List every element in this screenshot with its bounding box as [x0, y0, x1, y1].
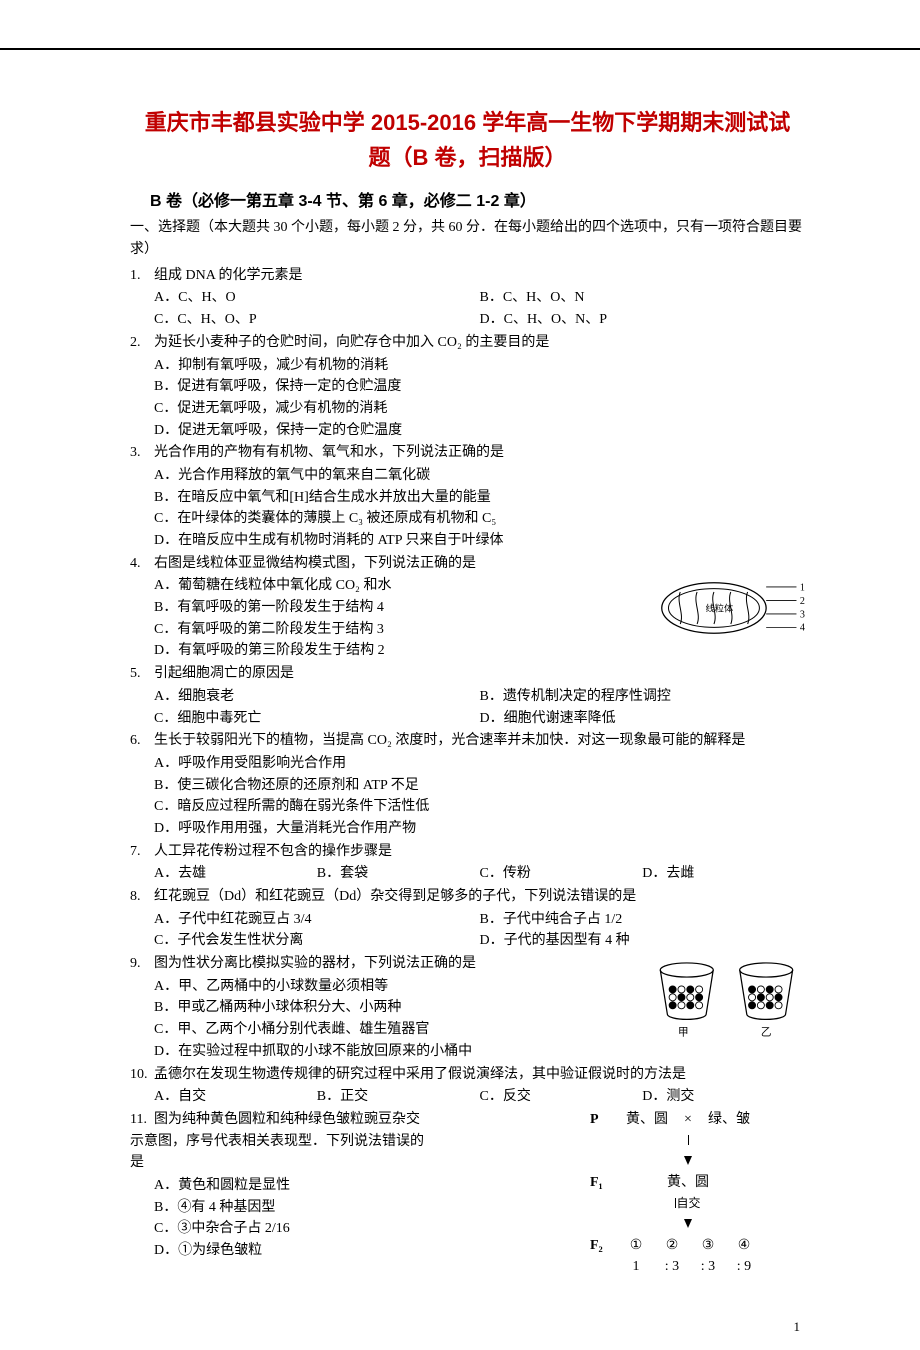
- questions-container: 1.组成 DNA 的化学元素是A．C、H、OB．C、H、O、NC．C、H、O、P…: [130, 265, 805, 1262]
- svg-text:4: 4: [800, 622, 805, 633]
- option: B．在暗反应中氧气和[H]结合生成水并放出大量的能量: [154, 487, 805, 509]
- cross-figure-box: P 黄、圆 × 绿、皱F₁ 黄、圆自交F₂①②③④1: 3: 3: 9: [590, 1109, 815, 1277]
- question: 4.右图是线粒体亚显微结构模式图，下列说法正确的是A．葡萄糖在线粒体中氧化成 C…: [130, 553, 805, 662]
- options: A．黄色和圆粒是显性B．④有 4 种基因型C．③中杂合子占 2/16D．①为绿色…: [154, 1175, 454, 1262]
- question-stem: 6.生长于较弱阳光下的植物，当提高 CO₂ 浓度时，光合速率并未加快．对这一现象…: [130, 730, 805, 752]
- page-title: 重庆市丰都县实验中学 2015-2016 学年高一生物下学期期末测试试 题（B …: [130, 105, 805, 175]
- options: A．自交B．正交C．反交D．测交: [154, 1086, 805, 1108]
- option: C．促进无氧呼吸，减少有机物的消耗: [154, 398, 805, 420]
- page-number: 1: [794, 1319, 801, 1335]
- option: D．细胞代谢速率降低: [480, 708, 806, 730]
- cross-figure: P 黄、圆 × 绿、皱F₁ 黄、圆自交F₂①②③④1: 3: 3: 9: [590, 1109, 815, 1277]
- options: A．呼吸作用受阻影响光合作用B．使三碳化合物还原的还原剂和 ATP 不足C．暗反…: [154, 753, 805, 840]
- option: C．子代会发生性状分离: [154, 930, 480, 952]
- option: C．甲、乙两个小桶分别代表雌、雄生殖器官: [154, 1019, 554, 1041]
- option: B．使三碳化合物还原的还原剂和 ATP 不足: [154, 775, 805, 797]
- option: D．测交: [642, 1086, 805, 1108]
- option: A．呼吸作用受阻影响光合作用: [154, 753, 805, 775]
- option: C．传粉: [480, 863, 643, 885]
- page: 重庆市丰都县实验中学 2015-2016 学年高一生物下学期期末测试试 题（B …: [0, 48, 920, 1350]
- option: A．葡萄糖在线粒体中氧化成 CO₂ 和水: [154, 575, 514, 597]
- question-stem: 2.为延长小麦种子的仓贮时间，向贮存仓中加入 CO₂ 的主要目的是: [130, 332, 805, 354]
- option: A．光合作用释放的氧气中的氧来自二氧化碳: [154, 465, 805, 487]
- question: 9.图为性状分离比模拟实验的器材，下列说法正确的是A．甲、乙两桶中的小球数量必须…: [130, 953, 805, 1062]
- option: D．①为绿色皱粒: [154, 1240, 454, 1262]
- options: A．细胞衰老B．遗传机制决定的程序性调控C．细胞中毒死亡D．细胞代谢速率降低: [154, 686, 805, 729]
- option: B．甲或乙桶两种小球体积分大、小两种: [154, 997, 554, 1019]
- question: 11.图为纯种黄色圆粒和纯种绿色皱粒豌豆杂交示意图，序号代表相关表现型．下列说法…: [130, 1109, 805, 1262]
- svg-text:1: 1: [800, 582, 805, 593]
- option: C．有氧呼吸的第二阶段发生于结构 3: [154, 619, 514, 641]
- options: A．甲、乙两桶中的小球数量必须相等B．甲或乙桶两种小球体积分大、小两种C．甲、乙…: [154, 976, 554, 1063]
- option: D．去雌: [642, 863, 805, 885]
- option: D．有氧呼吸的第三阶段发生于结构 2: [154, 640, 514, 662]
- question-stem: 1.组成 DNA 的化学元素是: [130, 265, 805, 287]
- title-line-1: 重庆市丰都县实验中学 2015-2016 学年高一生物下学期期末测试试: [145, 110, 790, 135]
- svg-text:3: 3: [800, 609, 805, 620]
- buckets-figure: 甲乙: [655, 959, 805, 1041]
- option: C．暗反应过程所需的酶在弱光条件下活性低: [154, 796, 805, 818]
- option: C．③中杂合子占 2/16: [154, 1218, 454, 1240]
- svg-text:乙: 乙: [761, 1026, 772, 1038]
- svg-text:线粒体: 线粒体: [706, 602, 734, 614]
- question-stem: 7.人工异花传粉过程不包含的操作步骤是: [130, 841, 805, 863]
- option: A．甲、乙两桶中的小球数量必须相等: [154, 976, 554, 998]
- svg-text:甲: 甲: [678, 1027, 689, 1038]
- options: A．光合作用释放的氧气中的氧来自二氧化碳B．在暗反应中氧气和[H]结合生成水并放…: [154, 465, 805, 552]
- option: C．C、H、O、P: [154, 309, 480, 331]
- option: A．C、H、O: [154, 287, 480, 309]
- option: B．遗传机制决定的程序性调控: [480, 686, 806, 708]
- svg-text:2: 2: [800, 595, 805, 606]
- option: D．子代的基因型有 4 种: [480, 930, 806, 952]
- option: B．正交: [317, 1086, 480, 1108]
- question: 6.生长于较弱阳光下的植物，当提高 CO₂ 浓度时，光合速率并未加快．对这一现象…: [130, 730, 805, 839]
- question: 10.孟德尔在发现生物遗传规律的研究过程中采用了假说演绎法，其中验证假说时的方法…: [130, 1064, 805, 1108]
- option: A．子代中红花豌豆占 3/4: [154, 909, 480, 931]
- options: A．葡萄糖在线粒体中氧化成 CO₂ 和水B．有氧呼吸的第一阶段发生于结构 4C．…: [154, 575, 514, 662]
- options: A．子代中红花豌豆占 3/4B．子代中纯合子占 1/2C．子代会发生性状分离D．…: [154, 909, 805, 952]
- title-line-2: 题（B 卷，扫描版）: [368, 145, 566, 170]
- option: C．在叶绿体的类囊体的薄膜上 C₃ 被还原成有机物和 C₅: [154, 508, 805, 530]
- question-stem: 11.图为纯种黄色圆粒和纯种绿色皱粒豌豆杂交示意图，序号代表相关表现型．下列说法…: [130, 1109, 430, 1174]
- option: A．自交: [154, 1086, 317, 1108]
- question-stem: 3.光合作用的产物有有机物、氧气和水，下列说法正确的是: [130, 442, 805, 464]
- question-stem: 5.引起细胞凋亡的原因是: [130, 663, 805, 685]
- option: D．C、H、O、N、P: [480, 309, 806, 331]
- option: D．在实验过程中抓取的小球不能放回原来的小桶中: [154, 1041, 554, 1063]
- option: B．C、H、O、N: [480, 287, 806, 309]
- question: 2.为延长小麦种子的仓贮时间，向贮存仓中加入 CO₂ 的主要目的是A．抑制有氧呼…: [130, 332, 805, 441]
- instruction-text: 一、选择题（本大题共 30 个小题，每小题 2 分，共 60 分．在每小题给出的…: [130, 217, 805, 260]
- options: A．C、H、OB．C、H、O、NC．C、H、O、PD．C、H、O、N、P: [154, 287, 805, 330]
- question: 1.组成 DNA 的化学元素是A．C、H、OB．C、H、O、NC．C、H、O、P…: [130, 265, 805, 331]
- options: A．抑制有氧呼吸，减少有机物的消耗B．促进有氧呼吸，保持一定的仓贮温度C．促进无…: [154, 355, 805, 442]
- options: A．去雄B．套袋C．传粉D．去雌: [154, 863, 805, 885]
- option: A．细胞衰老: [154, 686, 480, 708]
- option: B．套袋: [317, 863, 480, 885]
- option: D．在暗反应中生成有机物时消耗的 ATP 只来自于叶绿体: [154, 530, 805, 552]
- mitochondrion-figure-box: 线粒体 1 2 3 4: [655, 569, 815, 652]
- buckets-figure-box: 甲乙: [655, 959, 805, 1046]
- option: B．④有 4 种基因型: [154, 1197, 454, 1219]
- question: 3.光合作用的产物有有机物、氧气和水，下列说法正确的是A．光合作用释放的氧气中的…: [130, 442, 805, 551]
- question-stem: 8.红花豌豆（Dd）和红花豌豆（Dd）杂交得到足够多的子代，下列说法错误的是: [130, 886, 805, 908]
- option: D．促进无氧呼吸，保持一定的仓贮温度: [154, 420, 805, 442]
- section-title: B 卷（必修一第五章 3-4 节、第 6 章，必修二 1-2 章）: [150, 187, 805, 211]
- option: B．子代中纯合子占 1/2: [480, 909, 806, 931]
- option: A．黄色和圆粒是显性: [154, 1175, 454, 1197]
- question: 8.红花豌豆（Dd）和红花豌豆（Dd）杂交得到足够多的子代，下列说法错误的是A．…: [130, 886, 805, 952]
- option: A．抑制有氧呼吸，减少有机物的消耗: [154, 355, 805, 377]
- option: C．细胞中毒死亡: [154, 708, 480, 730]
- option: B．有氧呼吸的第一阶段发生于结构 4: [154, 597, 514, 619]
- question: 7.人工异花传粉过程不包含的操作步骤是A．去雄B．套袋C．传粉D．去雌: [130, 841, 805, 885]
- option: A．去雄: [154, 863, 317, 885]
- question-stem: 10.孟德尔在发现生物遗传规律的研究过程中采用了假说演绎法，其中验证假说时的方法…: [130, 1064, 805, 1086]
- mitochondrion-figure: 线粒体 1 2 3 4: [655, 569, 815, 647]
- option: D．呼吸作用用强，大量消耗光合作用产物: [154, 818, 805, 840]
- question: 5.引起细胞凋亡的原因是A．细胞衰老B．遗传机制决定的程序性调控C．细胞中毒死亡…: [130, 663, 805, 729]
- option: B．促进有氧呼吸，保持一定的仓贮温度: [154, 376, 805, 398]
- option: C．反交: [480, 1086, 643, 1108]
